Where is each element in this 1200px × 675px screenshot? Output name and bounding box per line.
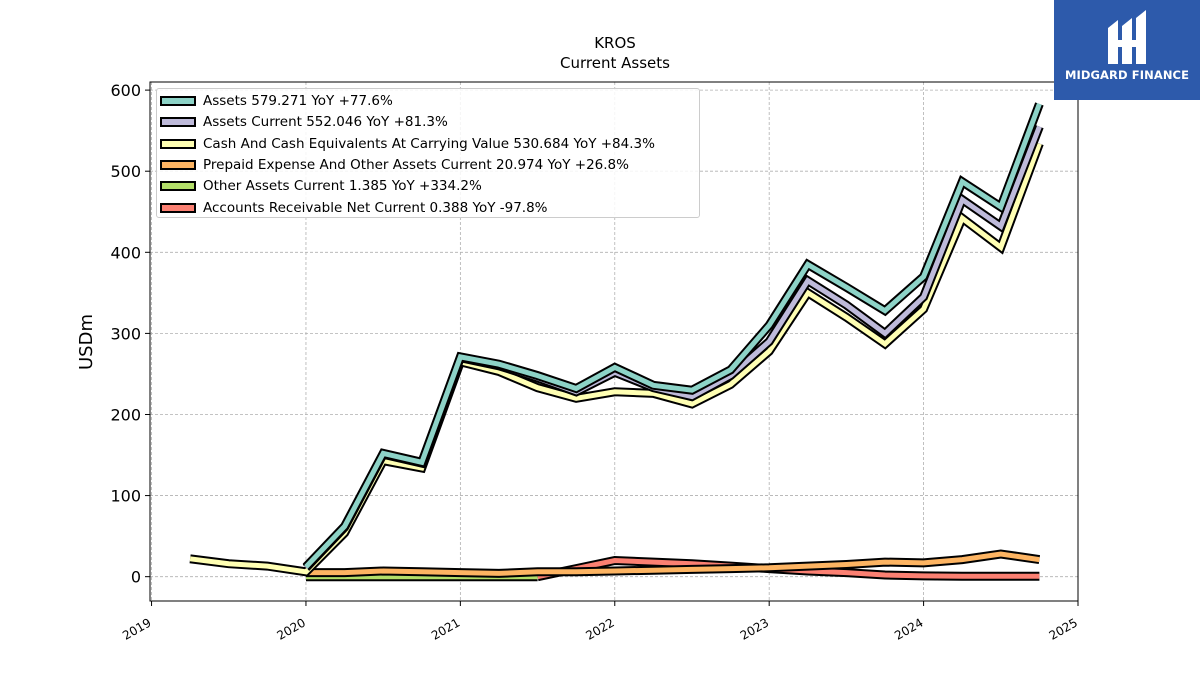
x-tick-label: 2021 xyxy=(429,615,462,642)
legend-swatch xyxy=(160,159,196,170)
legend-swatch xyxy=(160,181,196,192)
chart-subtitle: Current Assets xyxy=(560,54,670,72)
legend-item: Accounts Receivable Net Current 0.388 Yo… xyxy=(157,199,548,217)
legend-label: Assets 579.271 YoY +77.6% xyxy=(203,93,393,109)
legend-label: Prepaid Expense And Other Assets Current… xyxy=(203,156,629,173)
y-tick-label: 600 xyxy=(110,81,141,100)
legend-item: Assets 579.271 YoY +77.6% xyxy=(157,92,393,110)
x-tick-label: 2024 xyxy=(892,615,925,642)
plot-frame xyxy=(149,81,1079,602)
x-tick-label: 2023 xyxy=(738,615,771,642)
series-line xyxy=(304,103,1042,569)
legend-swatch xyxy=(160,138,196,149)
series-line xyxy=(306,551,1040,576)
series-prepaid-expense-and-other-assets-current xyxy=(306,549,1041,578)
legend-item: Cash And Cash Equivalents At Carrying Va… xyxy=(157,135,655,153)
chart-title: KROS xyxy=(594,34,636,52)
y-tick-label: 500 xyxy=(110,162,141,181)
legend-swatch xyxy=(160,202,196,213)
y-tick-label: 200 xyxy=(110,405,141,424)
legend-item: Other Assets Current 1.385 YoY +334.2% xyxy=(157,177,482,195)
legend-label: Cash And Cash Equivalents At Carrying Va… xyxy=(203,135,655,152)
y-tick-label: 300 xyxy=(110,324,141,343)
legend-label: Other Assets Current 1.385 YoY +334.2% xyxy=(203,178,482,195)
logo-text: MIDGARD FINANCE xyxy=(1064,68,1190,82)
y-tick-label: 100 xyxy=(110,487,141,506)
y-axis-label: USDm xyxy=(76,314,97,370)
legend-item: Assets Current 552.046 YoY +81.3% xyxy=(157,113,448,131)
x-tick-label: 2025 xyxy=(1047,615,1080,642)
legend-label: Accounts Receivable Net Current 0.388 Yo… xyxy=(203,199,548,216)
legend-item: Prepaid Expense And Other Assets Current… xyxy=(157,156,629,174)
x-tick-label: 2020 xyxy=(275,615,308,642)
legend-label: Assets Current 552.046 YoY +81.3% xyxy=(203,114,448,131)
series-assets xyxy=(302,102,1044,571)
x-tick-label: 2019 xyxy=(120,615,153,642)
legend-swatch xyxy=(160,96,196,106)
series-layer xyxy=(189,102,1044,582)
midgard-logo-icon xyxy=(1108,10,1146,64)
y-tick-label: 400 xyxy=(110,243,141,262)
legend-swatch xyxy=(160,117,196,128)
brand-logo: MIDGARD FINANCE xyxy=(1054,0,1200,100)
x-tick-label: 2022 xyxy=(583,615,616,642)
y-tick-label: 0 xyxy=(131,568,141,587)
legend: Assets 579.271 YoY +77.6% Assets Current … xyxy=(156,88,700,218)
